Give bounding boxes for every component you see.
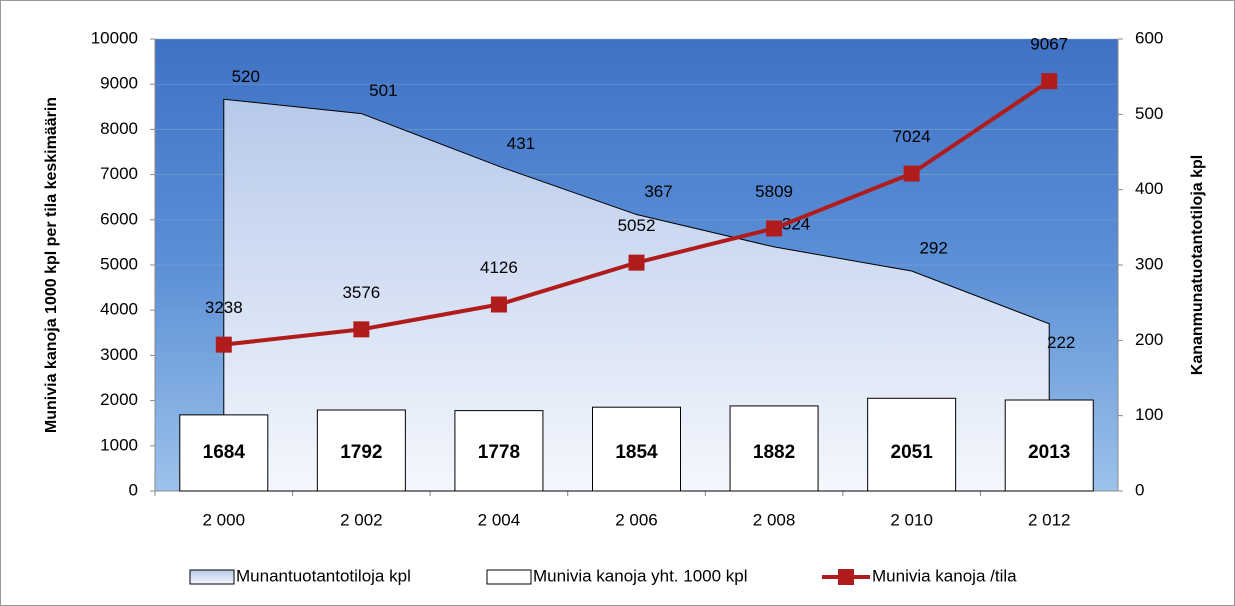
area-value-label: 292 [919,239,947,258]
line-marker [629,255,645,271]
bar-value-label: 1882 [753,442,795,463]
y-tick-label: 1000 [100,435,138,454]
y-tick-label: 2000 [100,390,138,409]
y-tick-label: 7000 [100,164,138,183]
y-axis-title: Munivia kanoja 1000 kpl per tila keskimä… [43,97,60,433]
y-tick-label: 4000 [100,300,138,319]
legend-label: Munivia kanoja yht. 1000 kpl [533,566,748,585]
line-value-label: 3238 [205,298,243,317]
area-value-label: 431 [507,134,535,153]
y-tick-label: 8000 [100,119,138,138]
y2-tick-label: 100 [1135,405,1163,424]
x-tick-label: 2 004 [478,510,521,529]
line-value-label: 3576 [342,283,380,302]
y2-axis-title: Kananmunatuotantotiloja kpl [1189,155,1206,375]
line-value-label: 5809 [755,182,793,201]
area-value-label: 501 [369,81,397,100]
y-tick-label: 3000 [100,345,138,364]
y-tick-label: 10000 [91,28,138,47]
x-tick-label: 2 002 [340,510,383,529]
area-value-label: 222 [1047,333,1075,352]
x-tick-label: 2 000 [203,510,246,529]
legend-label: Munivia kanoja /tila [872,566,1017,585]
x-tick-label: 2 008 [753,510,796,529]
bar-value-label: 2051 [891,442,934,463]
y-tick-label: 6000 [100,209,138,228]
line-value-label: 9067 [1030,35,1068,54]
legend-swatch [838,569,854,585]
y2-tick-label: 0 [1135,480,1144,499]
area-value-label: 367 [644,182,672,201]
x-tick-label: 2 012 [1028,510,1071,529]
bar-value-label: 1778 [478,442,520,463]
line-marker [353,321,369,337]
area-value-label: 520 [232,67,260,86]
y2-tick-label: 600 [1135,28,1163,47]
line-marker [1041,73,1057,89]
x-tick-label: 2 006 [615,510,658,529]
legend-swatch [190,570,234,584]
y2-tick-label: 400 [1135,179,1163,198]
bar-value-label: 1854 [615,442,658,463]
y2-tick-label: 300 [1135,254,1163,273]
line-marker [766,220,782,236]
bar-value-label: 1684 [203,442,246,463]
chart: Munivia kanoja 1000 kpl per tila keskimä… [0,0,1235,606]
x-tick-label: 2 010 [890,510,933,529]
bar-value-label: 2013 [1028,442,1070,463]
legend-swatch [487,570,531,584]
line-marker [904,166,920,182]
y2-tick-label: 500 [1135,104,1163,123]
line-value-label: 5052 [618,216,656,235]
line-marker [216,337,232,353]
line-value-label: 4126 [480,258,518,277]
y2-tick-label: 200 [1135,330,1163,349]
y-tick-label: 5000 [100,254,138,273]
legend-label: Munantuotantotiloja kpl [236,566,411,585]
y-tick-label: 9000 [100,74,138,93]
bar-value-label: 1792 [340,442,382,463]
y-tick-label: 0 [129,480,138,499]
line-value-label: 7024 [893,127,931,146]
line-marker [491,297,507,313]
